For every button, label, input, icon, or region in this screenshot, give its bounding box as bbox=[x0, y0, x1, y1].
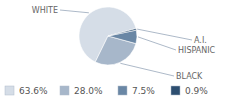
legend-label: 0.9% bbox=[185, 86, 208, 96]
leader-line bbox=[138, 37, 176, 50]
slice-label: BLACK bbox=[176, 72, 203, 81]
leader-line bbox=[137, 29, 192, 40]
leader-line bbox=[60, 10, 89, 13]
slice-label: A.I. bbox=[194, 36, 207, 45]
legend-label: 7.5% bbox=[132, 86, 155, 96]
legend-swatch bbox=[5, 86, 14, 95]
leader-line bbox=[120, 63, 174, 76]
pie-slice bbox=[108, 28, 136, 36]
legend-label: 63.6% bbox=[19, 86, 48, 96]
legend: 63.6% 28.0% 7.5% 0.9% bbox=[5, 86, 208, 96]
pie bbox=[79, 7, 137, 65]
chart: WHITE BLACK HISPANICA.I. 63.6% 28.0% 7.5% 0.9% bbox=[0, 0, 240, 100]
legend-swatch bbox=[171, 86, 180, 95]
slice-label: HISPANIC bbox=[178, 46, 216, 55]
slice-label: WHITE bbox=[32, 6, 58, 15]
legend-label: 28.0% bbox=[74, 86, 103, 96]
legend-swatch bbox=[60, 86, 69, 95]
legend-swatch bbox=[118, 86, 127, 95]
